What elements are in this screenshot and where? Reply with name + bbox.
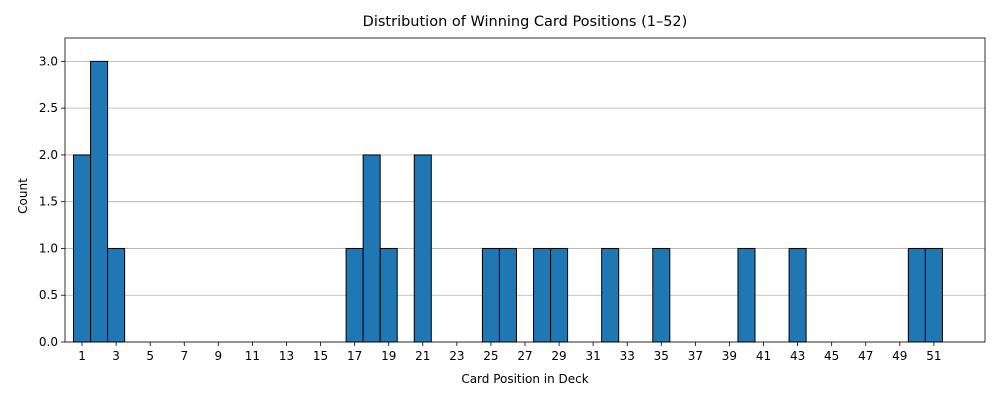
bar: [481, 247, 500, 343]
x-axis-label: Card Position in Deck: [461, 372, 588, 386]
bar: [413, 154, 432, 343]
bar: [550, 247, 569, 343]
bar: [788, 247, 807, 343]
bar: [924, 247, 943, 343]
x-tick-label: 15: [313, 349, 328, 363]
x-tick-label: 31: [586, 349, 601, 363]
y-tick-label: 0.5: [39, 288, 58, 302]
x-tick-label: 19: [381, 349, 396, 363]
x-tick-label: 27: [517, 349, 532, 363]
x-tick-label: 5: [146, 349, 154, 363]
gridlines: [65, 60, 985, 343]
x-tick-label: 33: [620, 349, 635, 363]
axes: [64, 37, 986, 343]
bar: [107, 247, 126, 343]
bar: [533, 247, 552, 343]
x-tick-label: 49: [892, 349, 907, 363]
bar: [601, 247, 620, 343]
x-ticks: 1 3 5 7 9 11 13 15 17 19 21 23 25 27 29 31 33 35 37 39 41 43 4…: [78, 342, 942, 363]
bar: [73, 154, 92, 343]
plot-frame: [64, 37, 986, 343]
bar: [498, 247, 517, 343]
bar: [90, 60, 109, 343]
x-tick-label: 21: [415, 349, 430, 363]
x-tick-label: 37: [688, 349, 703, 363]
bar: [907, 247, 926, 343]
bar: [737, 247, 756, 343]
x-tick-label: 51: [926, 349, 941, 363]
y-tick-label: 2.5: [39, 101, 58, 115]
x-tick-label: 23: [449, 349, 464, 363]
x-tick-label: 1: [78, 349, 86, 363]
y-tick-label: 3.0: [39, 54, 58, 68]
y-tick-label: 1.0: [39, 241, 58, 255]
y-tick-label: 0.0: [39, 335, 58, 349]
x-tick-label: 43: [790, 349, 805, 363]
x-tick-label: 45: [824, 349, 839, 363]
x-tick-label: 25: [483, 349, 498, 363]
chart-title: Distribution of Winning Card Positions (…: [363, 14, 688, 30]
x-tick-label: 3: [112, 349, 120, 363]
x-tick-label: 9: [215, 349, 223, 363]
x-tick-label: 13: [279, 349, 294, 363]
x-tick-label: 7: [180, 349, 188, 363]
x-tick-label: 11: [245, 349, 260, 363]
bar: [362, 154, 381, 343]
y-axis-label: Count: [16, 178, 30, 214]
bar: [652, 247, 671, 343]
y-tick-label: 1.5: [39, 195, 58, 209]
y-ticks: 0.0 0.5 1.0 1.5 2.0 2.5 3.0: [39, 54, 65, 349]
x-tick-label: 35: [654, 349, 669, 363]
y-tick-label: 2.0: [39, 148, 58, 162]
bar: [379, 247, 398, 343]
bars: [73, 60, 943, 343]
bar: [345, 247, 364, 343]
x-tick-label: 47: [858, 349, 873, 363]
x-tick-label: 17: [347, 349, 362, 363]
x-tick-label: 29: [551, 349, 566, 363]
x-tick-label: 41: [756, 349, 771, 363]
x-tick-label: 39: [722, 349, 737, 363]
